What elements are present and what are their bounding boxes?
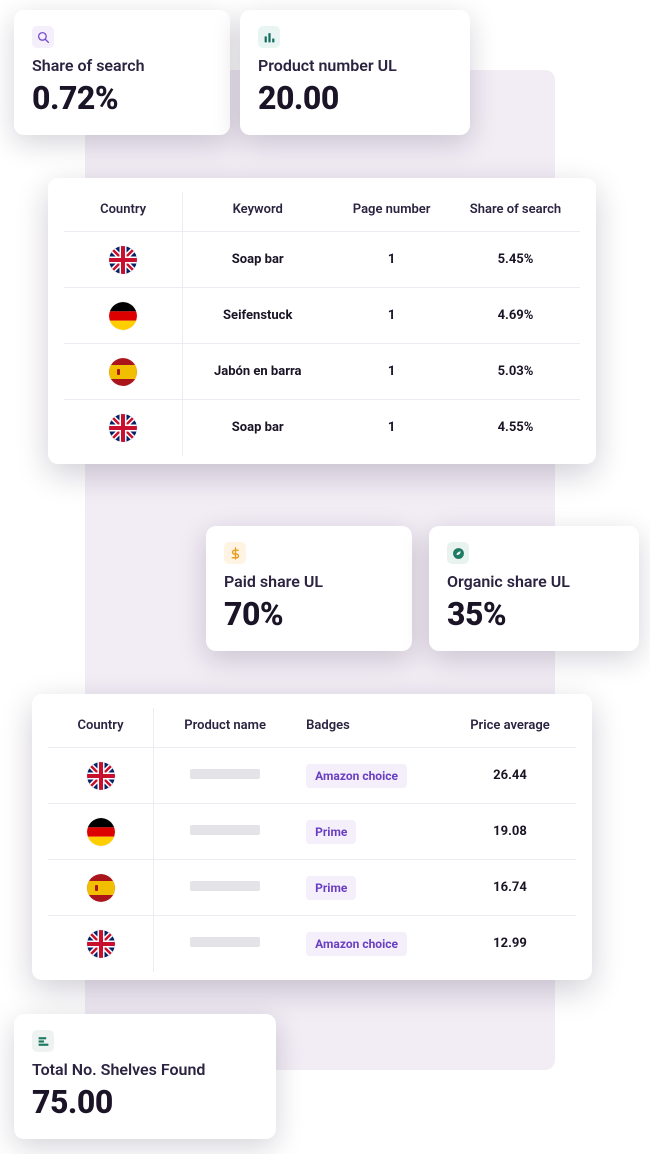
cell-country bbox=[48, 916, 154, 972]
placeholder-icon bbox=[190, 937, 260, 947]
cell-country bbox=[64, 400, 183, 456]
metric-card-total-shelves: Total No. Shelves Found 75.00 bbox=[14, 1014, 276, 1139]
dollar-icon bbox=[224, 542, 246, 564]
metric-label: Organic share UL bbox=[447, 572, 621, 591]
metric-value: 35% bbox=[447, 595, 621, 633]
cell-country bbox=[64, 288, 183, 344]
badge: Prime bbox=[306, 876, 356, 900]
placeholder-icon bbox=[190, 825, 260, 835]
metric-label: Total No. Shelves Found bbox=[32, 1060, 258, 1079]
cell-product-name bbox=[154, 748, 297, 804]
col-badges: Badges bbox=[296, 708, 444, 748]
flag-icon bbox=[87, 930, 115, 958]
cell-product-name bbox=[154, 916, 297, 972]
cell-keyword: Seifenstuck bbox=[183, 288, 333, 344]
cell-keyword: Soap bar bbox=[183, 232, 333, 288]
cell-share: 5.03% bbox=[451, 344, 580, 400]
cell-share: 4.55% bbox=[451, 400, 580, 456]
cell-country bbox=[64, 232, 183, 288]
table-row: Seifenstuck14.69% bbox=[64, 288, 580, 344]
metric-value: 20.00 bbox=[258, 79, 452, 117]
cell-keyword: Soap bar bbox=[183, 400, 333, 456]
cell-product-name bbox=[154, 804, 297, 860]
table-row: Soap bar14.55% bbox=[64, 400, 580, 456]
badge: Amazon choice bbox=[306, 764, 407, 788]
badge: Amazon choice bbox=[306, 932, 407, 956]
table-row: Amazon choice 26.44 bbox=[48, 748, 576, 804]
flag-icon bbox=[87, 762, 115, 790]
col-price-average: Price average bbox=[444, 708, 576, 748]
cell-badge: Amazon choice bbox=[296, 748, 444, 804]
cell-country bbox=[48, 860, 154, 916]
metric-card-share-of-search: Share of search 0.72% bbox=[14, 10, 230, 135]
flag-icon bbox=[109, 246, 137, 274]
cell-badge: Amazon choice bbox=[296, 916, 444, 972]
cell-page: 1 bbox=[332, 288, 451, 344]
metric-card-paid-share: Paid share UL 70% bbox=[206, 526, 412, 651]
metric-value: 70% bbox=[224, 595, 394, 633]
flag-icon bbox=[109, 358, 137, 386]
metric-label: Share of search bbox=[32, 56, 212, 75]
cell-country bbox=[48, 804, 154, 860]
table-card-keywords: Country Keyword Page number Share of sea… bbox=[48, 178, 596, 464]
placeholder-icon bbox=[190, 769, 260, 779]
table-row: Prime 16.74 bbox=[48, 860, 576, 916]
table-row: Prime 19.08 bbox=[48, 804, 576, 860]
flag-icon bbox=[109, 414, 137, 442]
keywords-table: Country Keyword Page number Share of sea… bbox=[64, 192, 580, 456]
cell-badge: Prime bbox=[296, 804, 444, 860]
search-icon bbox=[32, 26, 54, 48]
flag-icon bbox=[87, 874, 115, 902]
flag-icon bbox=[87, 818, 115, 846]
products-table: Country Product name Badges Price averag… bbox=[48, 708, 576, 972]
cell-product-name bbox=[154, 860, 297, 916]
metric-value: 75.00 bbox=[32, 1083, 258, 1121]
cell-share: 4.69% bbox=[451, 288, 580, 344]
col-share-of-search: Share of search bbox=[451, 192, 580, 232]
cell-page: 1 bbox=[332, 232, 451, 288]
leaf-icon bbox=[447, 542, 469, 564]
flag-icon bbox=[109, 302, 137, 330]
cell-country bbox=[48, 748, 154, 804]
table-card-products: Country Product name Badges Price averag… bbox=[32, 694, 592, 980]
metric-label: Paid share UL bbox=[224, 572, 394, 591]
col-product-name: Product name bbox=[154, 708, 297, 748]
cell-price: 16.74 bbox=[444, 860, 576, 916]
col-country: Country bbox=[64, 192, 183, 232]
cell-keyword: Jabón en barra bbox=[183, 344, 333, 400]
placeholder-icon bbox=[190, 881, 260, 891]
cell-page: 1 bbox=[332, 344, 451, 400]
metric-label: Product number UL bbox=[258, 56, 452, 75]
cell-badge: Prime bbox=[296, 860, 444, 916]
table-row: Jabón en barra15.03% bbox=[64, 344, 580, 400]
table-row: Soap bar15.45% bbox=[64, 232, 580, 288]
cell-country bbox=[64, 344, 183, 400]
badge: Prime bbox=[306, 820, 356, 844]
cell-price: 19.08 bbox=[444, 804, 576, 860]
metric-card-product-number: Product number UL 20.00 bbox=[240, 10, 470, 135]
bar-chart-icon bbox=[258, 26, 280, 48]
metric-value: 0.72% bbox=[32, 79, 212, 117]
table-row: Amazon choice 12.99 bbox=[48, 916, 576, 972]
shelves-icon bbox=[32, 1030, 54, 1052]
col-country: Country bbox=[48, 708, 154, 748]
cell-page: 1 bbox=[332, 400, 451, 456]
cell-price: 12.99 bbox=[444, 916, 576, 972]
col-keyword: Keyword bbox=[183, 192, 333, 232]
cell-price: 26.44 bbox=[444, 748, 576, 804]
col-page-number: Page number bbox=[332, 192, 451, 232]
metric-card-organic-share: Organic share UL 35% bbox=[429, 526, 639, 651]
cell-share: 5.45% bbox=[451, 232, 580, 288]
